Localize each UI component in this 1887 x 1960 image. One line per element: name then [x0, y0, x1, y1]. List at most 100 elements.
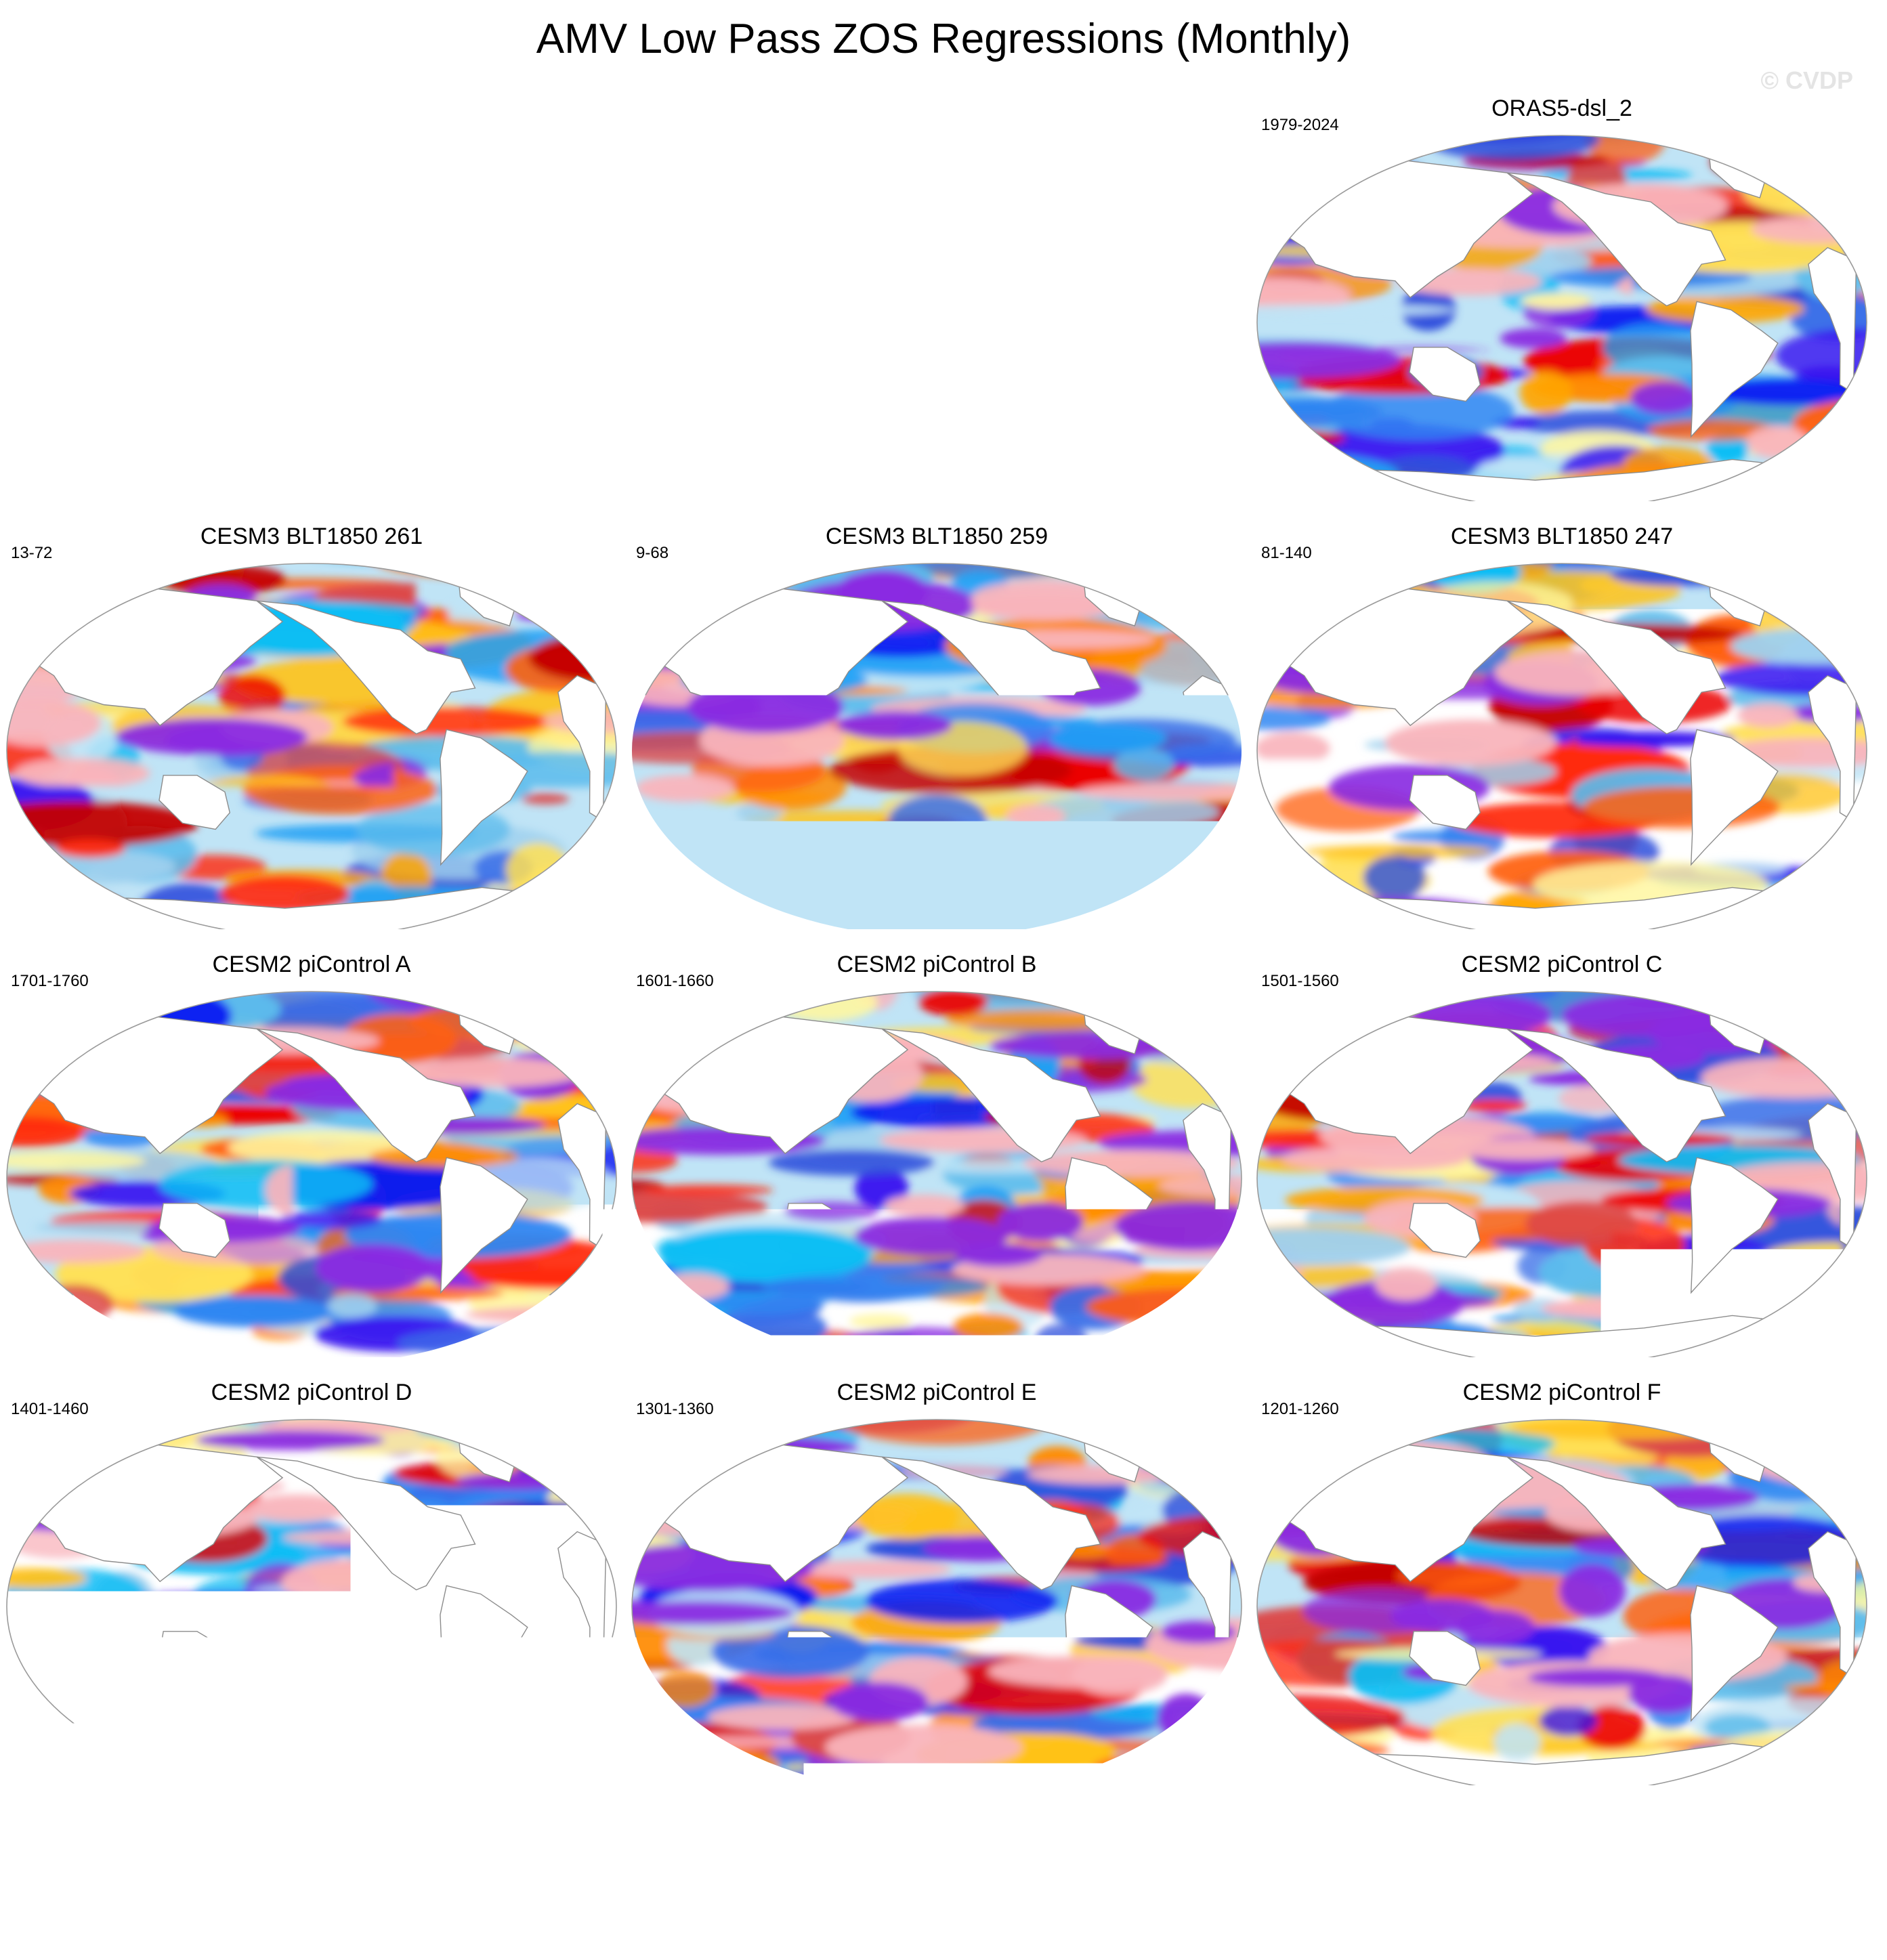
anomaly-blob — [625, 566, 757, 601]
map-plot — [1250, 951, 1873, 1357]
anomaly-extreme — [1747, 425, 1809, 459]
anomaly-extreme — [658, 1273, 729, 1300]
anomaly-extreme — [1281, 1146, 1468, 1172]
anomaly-blob — [1833, 618, 1873, 673]
colorbar — [284, 1834, 1596, 1867]
colorbar-tick-label: 5 — [1211, 1871, 1265, 1904]
anomaly-blob — [1179, 1330, 1230, 1357]
anomaly-blob — [577, 1699, 623, 1722]
anomaly-blob — [0, 635, 37, 657]
anomaly-blob — [547, 990, 601, 1021]
anomaly-blob — [1138, 576, 1218, 629]
anomaly-blob — [1570, 729, 1645, 763]
anomaly-blob — [633, 1465, 704, 1480]
anomaly-extreme — [1630, 381, 1699, 414]
colorbar-box — [821, 1834, 881, 1867]
anomaly-extreme — [258, 1720, 393, 1743]
map-panel-cesm2-f: CESM2 piControl F 1201-1260 — [1250, 1379, 1873, 1785]
colorbar-box — [940, 1834, 1000, 1867]
anomaly-blob — [655, 1670, 716, 1708]
anomaly-blob — [522, 793, 569, 805]
anomaly-extreme — [1302, 771, 1360, 807]
anomaly-extreme — [1286, 830, 1365, 876]
anomaly-blob — [1317, 560, 1432, 571]
ocean-field — [625, 1379, 1248, 1785]
map-plot — [625, 951, 1248, 1357]
anomaly-blob — [1263, 1322, 1375, 1357]
anomaly-blob — [1250, 595, 1303, 614]
anomaly-blob — [907, 845, 1034, 897]
map-panel-oras5: ORAS5-dsl_2 1979-2024 — [1250, 95, 1873, 501]
anomaly-blobs — [1250, 1401, 1873, 1785]
anomaly-blob — [1778, 579, 1873, 595]
anomaly-blob — [625, 581, 711, 597]
anomaly-extreme — [1559, 1564, 1626, 1617]
map-plot — [0, 1379, 623, 1785]
anomaly-blob — [683, 584, 724, 601]
anomaly-blob — [1130, 1056, 1248, 1108]
anomaly-blob — [1725, 1406, 1874, 1443]
anomaly-blob — [769, 1150, 935, 1176]
anomaly-blob — [1713, 982, 1798, 1002]
anomaly-blob — [1525, 1201, 1638, 1246]
anomaly-blob — [1250, 1444, 1284, 1472]
anomaly-blob — [1250, 815, 1301, 834]
anomaly-blob — [625, 565, 831, 578]
anomaly-blob — [36, 891, 125, 929]
anomaly-extreme — [1500, 328, 1567, 349]
watermark: © CVDP — [1760, 66, 1853, 95]
anomaly-blob — [478, 974, 623, 1026]
anomaly-blob — [625, 614, 687, 640]
panel-title: ORAS5-dsl_2 — [1250, 95, 1873, 122]
ocean-field — [0, 951, 623, 1357]
anomaly-blob — [1143, 1319, 1188, 1357]
map-plot — [625, 1379, 1248, 1785]
anomaly-extreme — [1528, 1668, 1666, 1688]
anomaly-extreme — [838, 711, 952, 740]
panel-period: 1501-1560 — [1261, 971, 1339, 992]
colorbar-box — [881, 1834, 941, 1867]
anomaly-blob — [1522, 552, 1642, 565]
anomaly-blob — [1781, 132, 1873, 173]
anomaly-blob — [1521, 293, 1592, 309]
anomaly-blob — [625, 1461, 692, 1488]
anomaly-blob — [1261, 995, 1465, 1007]
anomaly-blob — [327, 1294, 377, 1318]
anomaly-blob — [0, 898, 127, 929]
panel-title: CESM2 piControl B — [625, 951, 1248, 978]
colorbar-tick-label: -6 — [555, 1871, 610, 1904]
map-panel-cesm2-b: CESM2 piControl B 1601-1660 — [625, 951, 1248, 1357]
colorbar-box — [642, 1834, 702, 1867]
anomaly-blob — [24, 1439, 114, 1455]
anomaly-blob — [1264, 1741, 1389, 1758]
anomaly-blob — [1143, 565, 1242, 584]
anomaly-blob — [1357, 981, 1502, 999]
colorbar-box — [523, 1834, 583, 1867]
anomaly-blob — [0, 1336, 39, 1350]
anomaly-blob — [1493, 1724, 1540, 1761]
anomaly-blob — [1321, 1753, 1362, 1785]
anomaly-blob — [866, 1579, 1059, 1623]
ocean-field — [1250, 95, 1873, 501]
anomaly-blob — [1794, 1751, 1873, 1783]
anomaly-blobs — [0, 959, 623, 1357]
anomaly-blob — [1844, 461, 1873, 492]
anomaly-extreme — [209, 840, 293, 885]
colorbar-tick-label: 7 — [1330, 1871, 1384, 1904]
colorbar-box — [1298, 1834, 1358, 1867]
anomaly-blob — [1662, 1286, 1821, 1313]
anomaly-extreme — [635, 775, 733, 802]
anomaly-blob — [625, 1453, 673, 1477]
colorbar-tick-label: 2 — [1032, 1871, 1086, 1904]
anomaly-extreme — [266, 1165, 321, 1216]
colorbar-tick-label: 1 — [973, 1871, 1027, 1904]
colorbar-tick-label: -10 — [317, 1871, 371, 1904]
map-plot — [1250, 523, 1873, 929]
anomaly-blob — [1302, 555, 1391, 570]
anomaly-blob — [54, 552, 163, 582]
anomaly-extreme — [196, 1430, 384, 1450]
map-panel-cesm2-c: CESM2 piControl C 1501-1560 — [1250, 951, 1873, 1357]
colorbar-box — [1477, 1834, 1537, 1867]
anomaly-blob — [1355, 978, 1533, 992]
anomaly-blob — [522, 1742, 623, 1767]
